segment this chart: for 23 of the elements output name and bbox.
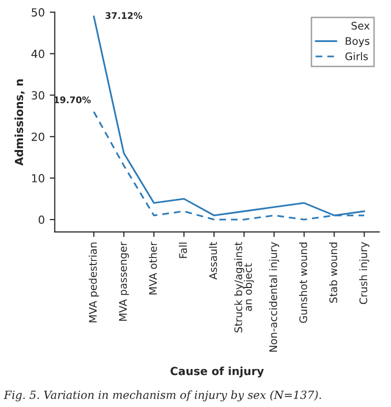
x-tick-label: MVA passenger [119, 242, 129, 321]
x-tick-label: Crush injury [359, 242, 370, 304]
y-tick-label: 20 [32, 132, 44, 141]
legend-label: Girls [345, 52, 368, 60]
y-tick-label: 40 [31, 50, 44, 58]
x-axis-title: Cause of injury [170, 366, 264, 378]
x-tick-label: Assault [208, 242, 218, 280]
legend-label: Boys [346, 37, 370, 47]
legend-title: Sex [352, 22, 370, 30]
y-tick-label: 30 [32, 91, 44, 100]
y-tick-label: 0 [38, 216, 44, 224]
x-tick-label: Gunshot wound [299, 242, 308, 323]
y-tick-label: 50 [32, 8, 44, 17]
x-tick-label: MVA pedestrian [88, 242, 99, 322]
x-tick-label: Non-accidental injury [269, 242, 280, 352]
x-tick-label: Stab wound [329, 242, 338, 303]
caption: Fig. 5. Variation in mechanism of injury by sex (N=137). [4, 390, 322, 402]
x-tick-label: MVA other [148, 242, 157, 294]
y-tick-label: 10 [32, 174, 44, 182]
x-tick-label: Struck by/against an object [234, 242, 254, 332]
annotation: 37.12% [106, 12, 142, 19]
x-tick-label: Fall [178, 242, 187, 258]
y-axis-title: Admissions, n [14, 79, 25, 166]
